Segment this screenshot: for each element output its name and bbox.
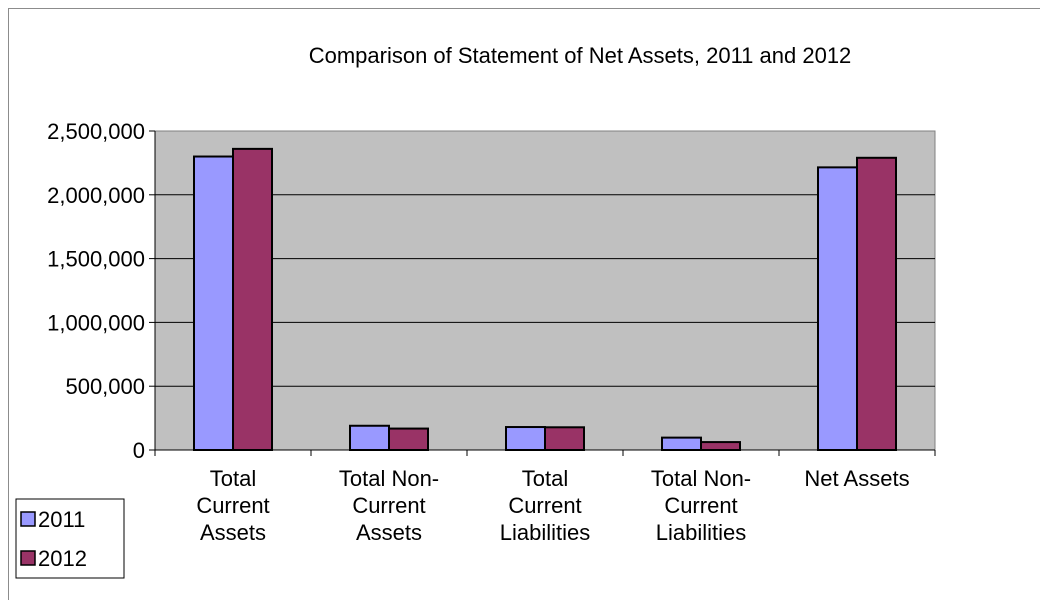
y-tick-label: 500,000 [65,374,145,399]
legend-swatch-2012 [20,550,36,566]
x-tick-label-line: Total [522,466,568,491]
x-tick-label-line: Net Assets [804,466,909,491]
x-tick-label-line: Total Non- [339,466,439,491]
y-tick-label: 0 [133,438,145,463]
bar-2012-1 [388,427,429,452]
legend-label-2012: 2012 [38,546,87,571]
chart-title: Comparison of Statement of Net Assets, 2… [309,43,852,68]
chart-frame [8,8,1040,600]
x-tick-label-line: Assets [200,520,266,545]
x-tick-label-line: Total Non- [651,466,751,491]
x-tick-label-line: Liabilities [656,520,747,545]
x-tick-label-line: Assets [356,520,422,545]
x-tick-label-line: Current [352,493,425,518]
bar-2011-3 [661,436,702,452]
x-tick-label: Total Non-Current Liabilities [651,466,751,545]
bar-2011-2 [505,426,546,452]
bar-2012-0 [232,147,273,451]
y-tick-label: 2,500,000 [47,119,145,144]
x-tick-label-line: Current [508,493,581,518]
x-tick-label: Total Current Assets [196,466,269,545]
x-tick-label-line: Liabilities [500,520,591,545]
x-tick-label-line: Total [210,466,256,491]
legend: 2011 2012 [15,498,125,579]
legend-swatch-2011 [20,511,36,527]
legend-label-2011: 2011 [38,507,85,532]
y-tick-label: 1,000,000 [47,310,145,335]
x-tick-label: Total Non-Current Assets [339,466,439,545]
bar-2011-0 [193,155,234,452]
y-tick-label: 2,000,000 [47,183,145,208]
bar-2012-2 [544,426,585,451]
bar-2011-4 [817,166,858,451]
bar-2012-3 [700,441,741,452]
x-tick-label: Total Current Liabilities [500,466,591,545]
x-tick-label: Net Assets [804,466,909,491]
plot-background [154,130,936,451]
bar-2012-4 [856,156,897,452]
x-tick-label-line: Current [196,493,269,518]
x-tick-label-line: Current [664,493,737,518]
bar-2011-1 [349,424,390,452]
plot-area: 0 500,000 1,000,000 1,500,000 2,000,000 2,500… [47,119,936,545]
y-tick-label: 1,500,000 [47,247,145,272]
